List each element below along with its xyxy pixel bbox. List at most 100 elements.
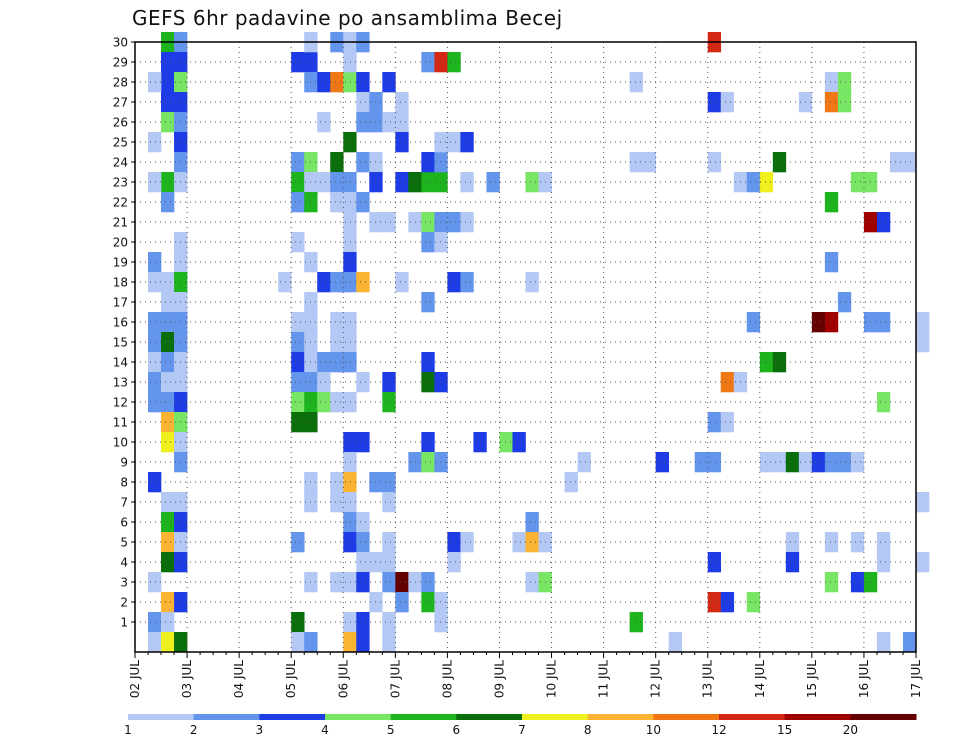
heatmap-cell [512, 432, 526, 453]
heatmap-cell [161, 72, 175, 93]
heatmap-cell [304, 632, 318, 653]
heatmap-cell [421, 172, 435, 193]
heatmap-cell [382, 572, 396, 593]
heatmap-cell [356, 532, 370, 553]
heatmap-cell [174, 632, 188, 653]
y-tick-label: 20 [113, 236, 128, 250]
heatmap-cell [824, 532, 839, 553]
colorbar-label: 20 [843, 723, 858, 737]
heatmap-cell [824, 72, 839, 93]
y-tick-label: 5 [120, 536, 128, 550]
heatmap-cell [785, 532, 800, 553]
heatmap-cell [291, 352, 305, 373]
heatmap-cell [460, 272, 474, 293]
heatmap-cell [291, 612, 305, 633]
heatmap-cell [317, 72, 331, 93]
heatmap-cell [330, 312, 344, 333]
x-tick-label: 13 JUL [701, 660, 715, 698]
heatmap-cell [382, 72, 396, 93]
heatmap-cell [785, 452, 800, 473]
heatmap-cell [161, 552, 175, 573]
y-tick-label: 29 [113, 56, 128, 70]
heatmap-cell [382, 392, 396, 413]
y-tick-label: 2 [120, 596, 128, 610]
heatmap-cell [707, 552, 722, 573]
heatmap-cell [916, 552, 930, 573]
heatmap-cell [291, 172, 305, 193]
heatmap-cell [902, 632, 917, 653]
y-tick-label: 21 [113, 216, 128, 230]
heatmap-cell [720, 412, 735, 433]
heatmap-cell [343, 352, 357, 373]
y-tick-label: 11 [113, 416, 128, 430]
heatmap-cell [356, 512, 370, 533]
heatmap-cell [746, 312, 761, 333]
heatmap-cell [447, 552, 461, 573]
heatmap-cell [525, 172, 539, 193]
colorbar-label: 12 [711, 723, 726, 737]
heatmap-cell [317, 392, 331, 413]
heatmap-cell [343, 132, 357, 153]
heatmap-cell [161, 332, 175, 353]
y-tick-label: 14 [113, 356, 128, 370]
heatmap-cell [330, 352, 344, 373]
heatmap-cell [460, 172, 474, 193]
heatmap-cell [759, 452, 774, 473]
heatmap-cell [148, 572, 162, 593]
y-tick-label: 25 [113, 136, 128, 150]
x-tick-label: 02 JUL [128, 660, 142, 698]
heatmap-cell [161, 612, 175, 633]
heatmap-cell [148, 72, 162, 93]
heatmap-cell [447, 272, 461, 293]
heatmap-cell [811, 312, 826, 333]
heatmap-cell [356, 552, 370, 573]
heatmap-cell [395, 572, 409, 593]
heatmap-cell [720, 592, 735, 613]
heatmap-cell [824, 92, 839, 113]
colorbar-swatch [719, 714, 786, 720]
heatmap-cell [850, 532, 865, 553]
heatmap-cell [499, 432, 513, 453]
chart-title: GEFS 6hr padavine po ansamblima Becej [132, 6, 563, 30]
heatmap-cell [356, 192, 370, 213]
heatmap-cell [746, 592, 761, 613]
heatmap-cell [421, 372, 435, 393]
heatmap-cell [317, 352, 331, 373]
heatmap-cell [434, 212, 448, 233]
heatmap-cell [486, 172, 500, 193]
heatmap-cell [850, 572, 865, 593]
heatmap-cell [161, 272, 175, 293]
heatmap-cell [161, 192, 175, 213]
y-tick-label: 8 [120, 476, 128, 490]
heatmap-cell [317, 272, 331, 293]
heatmap-cell [746, 172, 761, 193]
colorbar-swatch [653, 714, 720, 720]
heatmap-cell [148, 252, 162, 273]
heatmap-cell [876, 632, 891, 653]
heatmap-cell [356, 372, 370, 393]
heatmap-cell [330, 72, 344, 93]
heatmap-cell [343, 232, 357, 253]
heatmap-cell [343, 452, 357, 473]
heatmap-cell [317, 172, 331, 193]
heatmap-cell [161, 372, 175, 393]
heatmap-cell [148, 392, 162, 413]
y-tick-label: 12 [113, 396, 128, 410]
heatmap-cell [525, 272, 539, 293]
heatmap-cell [707, 92, 722, 113]
heatmap-cell [395, 132, 409, 153]
heatmap-cell [642, 152, 656, 173]
heatmap-cell [161, 112, 175, 133]
x-tick-label: 07 JUL [388, 660, 402, 698]
y-tick-label: 22 [113, 196, 128, 210]
heatmap-cell [460, 132, 474, 153]
heatmap-cell [343, 192, 357, 213]
heatmap-cell [525, 512, 539, 533]
heatmap-cell [916, 332, 930, 353]
heatmap-cell [447, 532, 461, 553]
heatmap-cell [291, 232, 305, 253]
heatmap-cell [343, 212, 357, 233]
y-tick-label: 28 [113, 76, 128, 90]
heatmap-cell [876, 552, 891, 573]
